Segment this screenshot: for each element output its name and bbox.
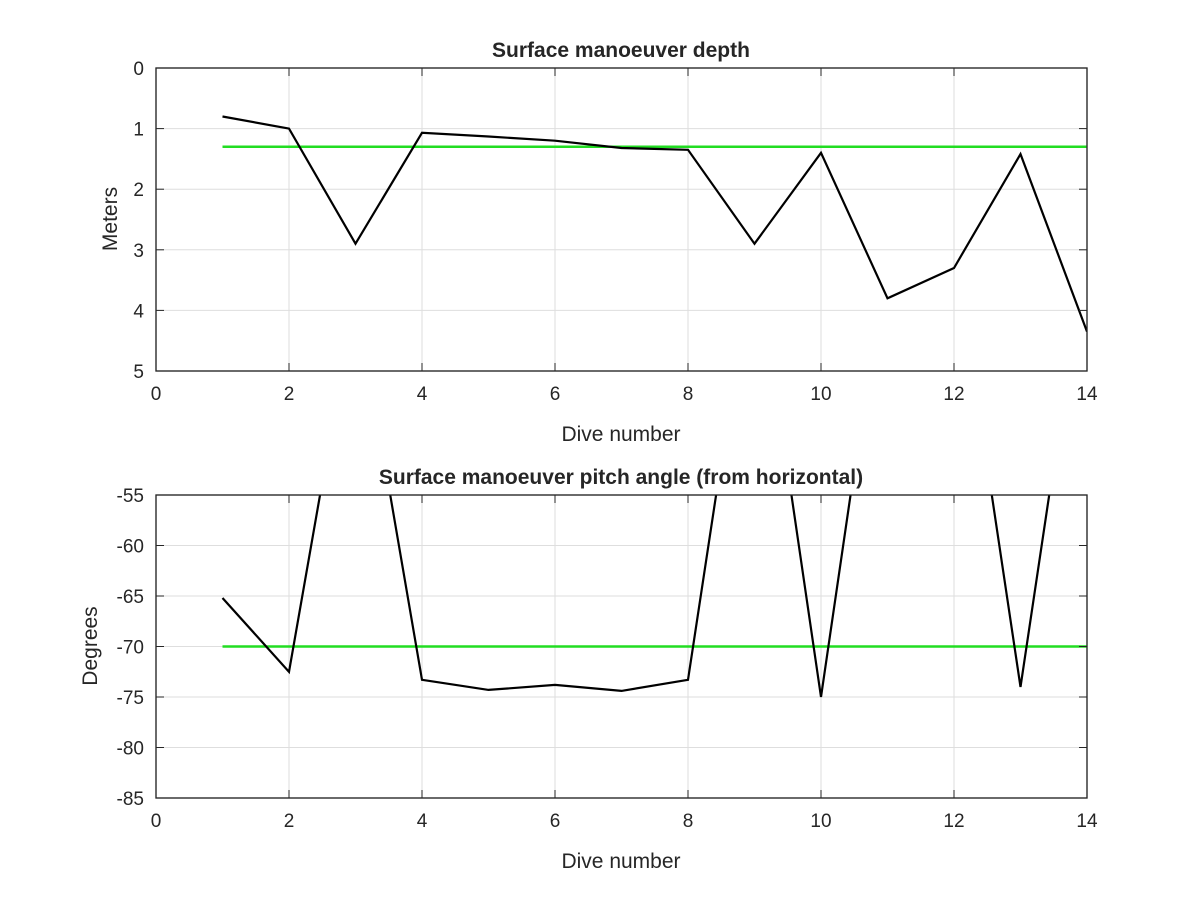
pitch-y-tick-label: -70 [117,638,144,659]
pitch-y-tick-label: -80 [117,739,144,760]
depth-axes-frame [155,67,1088,372]
pitch-x-tick-label: 6 [550,811,561,832]
depth-x-tick-label: 8 [683,384,694,405]
depth-x-tick-label: 10 [810,384,831,405]
pitch-chart: 0 2 4 6 8 10 12 14 -55 -60 -65 -70 -75 -80 -85 Surface… [79,466,1098,873]
pitch-y-tick-label: -55 [117,486,144,507]
depth-grid [156,68,1087,371]
depth-chart-title: Surface manoeuver depth [492,39,750,62]
pitch-x-tick-label: 10 [810,811,831,832]
depth-y-tick-label: 1 [133,120,144,141]
pitch-series [221,495,1087,698]
pitch-x-tick-label: 8 [683,811,694,832]
pitch-y-tick-label: -60 [117,537,144,558]
pitch-chart-title: Surface manoeuver pitch angle (from hori… [379,466,863,489]
pitch-ticks: 0 2 4 6 8 10 12 14 -55 -60 -65 -70 -75 -80 -85 [117,486,1098,832]
pitch-x-tick-label: 12 [943,811,964,832]
pitch-x-tick-label: 0 [151,811,162,832]
pitch-x-axis-label: Dive number [561,850,680,873]
depth-axes-background [155,67,1088,372]
depth-x-axis-label: Dive number [561,423,680,446]
depth-y-tick-label: 5 [133,362,144,383]
depth-y-tick-label: 4 [133,301,144,322]
pitch-x-tick-label: 2 [284,811,295,832]
depth-x-tick-label: 2 [284,384,295,405]
depth-x-tick-label: 12 [943,384,964,405]
depth-x-tick-label: 6 [550,384,561,405]
depth-x-tick-label: 4 [417,384,428,405]
depth-x-tick-label: 14 [1076,384,1098,405]
depth-series [222,115,1087,332]
depth-y-tick-label: 2 [133,180,144,201]
depth-data-line [222,115,1087,332]
pitch-y-tick-label: -65 [117,587,144,608]
depth-y-axis-label: Meters [99,187,122,251]
depth-y-tick-label: 3 [133,241,144,262]
depth-x-tick-label: 0 [151,384,162,405]
pitch-y-tick-label: -85 [117,789,144,810]
pitch-y-tick-label: -75 [117,688,144,709]
pitch-x-tick-label: 14 [1076,811,1098,832]
depth-y-tick-label: 0 [133,59,144,80]
pitch-x-tick-label: 4 [417,811,428,832]
pitch-data-line [221,495,1051,698]
pitch-y-axis-label: Degrees [79,606,102,685]
